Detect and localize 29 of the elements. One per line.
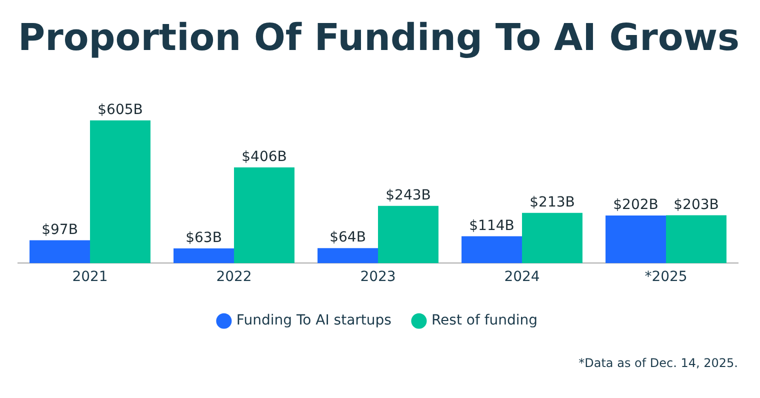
bar bbox=[606, 216, 666, 264]
bar bbox=[234, 167, 294, 264]
x-tick-label: 2024 bbox=[504, 269, 540, 286]
bar bbox=[378, 206, 438, 264]
legend-label: Funding To AI startups bbox=[236, 312, 392, 329]
data-label: $64B bbox=[330, 230, 366, 246]
data-label: $97B bbox=[42, 222, 78, 238]
bar bbox=[462, 236, 522, 264]
data-label: $202B bbox=[613, 197, 658, 214]
chart-title: Proportion Of Funding To AI Grows bbox=[18, 16, 740, 59]
data-label: $203B bbox=[674, 196, 719, 213]
bar bbox=[174, 248, 234, 264]
bar bbox=[522, 212, 582, 264]
bar bbox=[30, 240, 90, 264]
data-label: $213B bbox=[530, 194, 575, 211]
x-tick-label: *2025 bbox=[644, 269, 688, 286]
x-tick-label: 2021 bbox=[72, 269, 108, 286]
bar bbox=[666, 215, 726, 264]
data-label: $63B bbox=[186, 230, 222, 246]
bar bbox=[318, 248, 378, 264]
data-label: $114B bbox=[469, 218, 514, 234]
data-label: $406B bbox=[242, 149, 287, 166]
bar bbox=[90, 120, 150, 264]
x-tick-label: 2023 bbox=[360, 269, 396, 286]
x-tick-label: 2022 bbox=[216, 269, 252, 286]
legend-label: Rest of funding bbox=[431, 312, 538, 329]
text: *Data as of Dec. 14, 2025. bbox=[578, 356, 738, 370]
data-label: $243B bbox=[386, 187, 431, 204]
data-label: $605B bbox=[98, 102, 143, 118]
